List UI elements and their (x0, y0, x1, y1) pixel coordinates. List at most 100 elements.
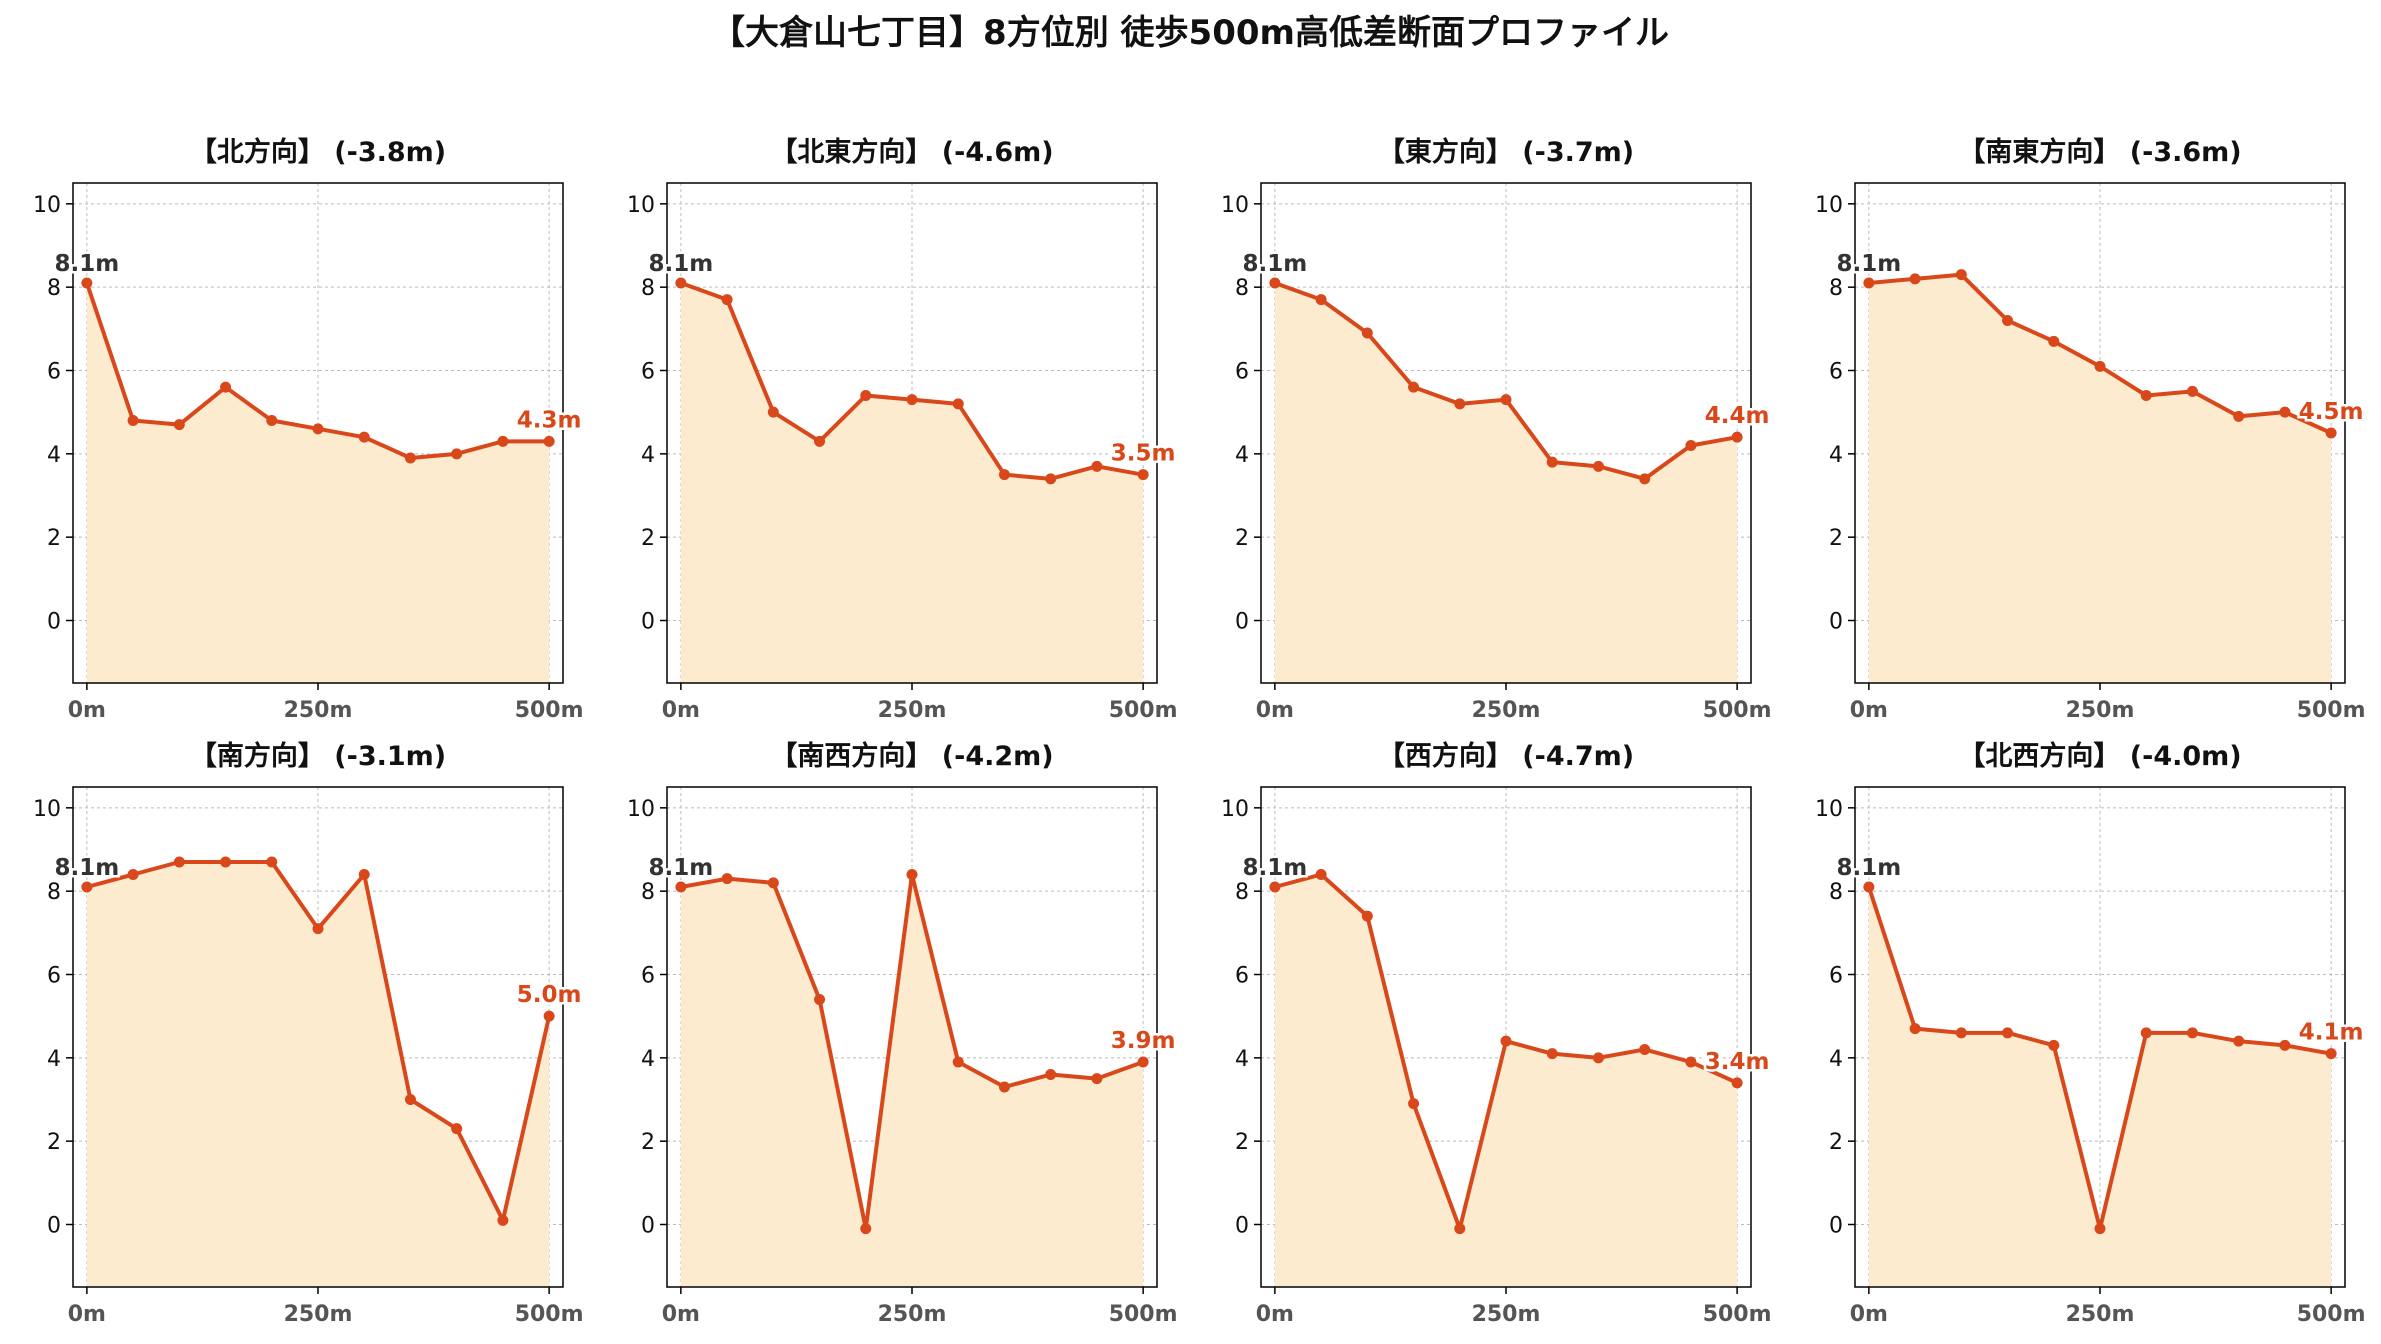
y-tick-label: 4 (641, 1047, 655, 1072)
data-point (1592, 1052, 1604, 1064)
data-point (543, 1010, 555, 1022)
data-point (173, 419, 185, 431)
end-value-label: 4.4m (1705, 403, 1770, 429)
end-value-label: 4.3m (517, 407, 582, 433)
x-tick-label: 0m (1256, 1302, 1294, 1327)
data-point (1361, 910, 1373, 922)
data-point (1685, 440, 1697, 451)
area-fill (1868, 887, 2332, 1287)
area-fill (680, 874, 1144, 1287)
x-tick-label: 250m (1472, 698, 1541, 723)
y-tick-label: 0 (47, 610, 61, 635)
data-point (543, 435, 555, 447)
area-fill (1274, 283, 1738, 683)
data-point (451, 1123, 463, 1135)
y-tick-label: 8 (641, 276, 655, 301)
end-value-label: 3.4m (1705, 1049, 1770, 1075)
panel-title: 【北西方向】 (-4.0m) (1958, 740, 2241, 772)
panel-6: 【西方向】 (-4.7m) 0 2 4 6 8 10 0m 250m 500m 8.1m 3.4m (1221, 740, 1772, 1327)
data-point (952, 1056, 964, 1068)
start-value-label: 8.1m (1243, 251, 1308, 277)
data-point (1454, 398, 1466, 410)
y-tick-label: 2 (1235, 1130, 1249, 1155)
x-tick-label: 0m (1850, 1302, 1888, 1327)
data-point (1863, 277, 1875, 289)
x-tick-label: 500m (1703, 1302, 1772, 1327)
y-tick-label: 10 (1221, 193, 1249, 218)
data-point (1500, 394, 1512, 406)
y-tick-label: 6 (1829, 964, 1843, 989)
data-point (2140, 1027, 2152, 1039)
start-value-label: 8.1m (1837, 251, 1902, 277)
panel-2: 【東方向】 (-3.7m) 0 2 4 6 8 10 0m 250m 500m 8.1m 4.4m (1221, 136, 1772, 723)
data-point (2186, 1027, 2198, 1039)
area-fill (1274, 874, 1738, 1287)
data-point (220, 856, 232, 868)
y-tick-label: 4 (47, 443, 61, 468)
area-fill (680, 283, 1144, 683)
data-point (1091, 460, 1103, 472)
data-point (1408, 1098, 1420, 1110)
data-point (358, 869, 370, 880)
data-point (497, 1214, 509, 1226)
end-value-label: 3.5m (1111, 441, 1176, 467)
y-tick-label: 8 (1829, 880, 1843, 905)
y-tick-label: 6 (47, 964, 61, 989)
data-point (497, 435, 509, 447)
data-point (1685, 1056, 1697, 1068)
y-tick-label: 6 (1235, 360, 1249, 385)
data-point (2140, 390, 2152, 401)
data-point (1137, 469, 1149, 481)
data-point (998, 1081, 1010, 1093)
data-point (1137, 1056, 1149, 1068)
data-point (2048, 1039, 2060, 1051)
y-tick-label: 0 (641, 610, 655, 635)
data-point (1361, 327, 1373, 339)
panel-0: 【北方向】 (-3.8m) 0 2 4 6 8 10 0m 250m 500m 8.1m 4.3m (33, 136, 584, 723)
data-point (1454, 1223, 1466, 1235)
y-tick-label: 0 (1829, 610, 1843, 635)
x-tick-label: 0m (662, 1302, 700, 1327)
start-value-label: 8.1m (1837, 855, 1902, 881)
data-point (1955, 269, 1967, 281)
y-tick-label: 8 (641, 880, 655, 905)
y-tick-label: 10 (1221, 797, 1249, 822)
data-point (451, 448, 463, 460)
x-tick-label: 0m (1850, 698, 1888, 723)
panel-title: 【南東方向】 (-3.6m) (1958, 136, 2241, 168)
data-point (1045, 473, 1057, 485)
start-value-label: 8.1m (55, 251, 120, 277)
x-tick-label: 250m (878, 1302, 947, 1327)
y-tick-label: 0 (1235, 1214, 1249, 1239)
data-point (1546, 1048, 1558, 1060)
data-point (767, 406, 779, 418)
y-tick-label: 4 (1829, 1047, 1843, 1072)
y-tick-label: 2 (1235, 526, 1249, 551)
y-tick-label: 10 (33, 797, 61, 822)
data-point (2279, 406, 2291, 418)
data-point (721, 294, 733, 306)
y-tick-label: 0 (1829, 1214, 1843, 1239)
panel-title: 【東方向】 (-3.7m) (1378, 136, 1634, 168)
data-point (2094, 360, 2106, 372)
data-point (767, 877, 779, 889)
y-tick-label: 10 (1815, 797, 1843, 822)
panel-title: 【南西方向】 (-4.2m) (770, 740, 1053, 772)
start-value-label: 8.1m (649, 855, 714, 881)
y-tick-label: 4 (641, 443, 655, 468)
data-point (2002, 1027, 2014, 1039)
x-tick-label: 0m (1256, 698, 1294, 723)
data-point (1639, 473, 1651, 485)
data-point (312, 423, 324, 435)
x-tick-label: 500m (515, 1302, 584, 1327)
data-point (1546, 456, 1558, 468)
y-tick-label: 8 (47, 276, 61, 301)
y-tick-label: 0 (641, 1214, 655, 1239)
data-point (998, 469, 1010, 481)
data-point (312, 923, 324, 935)
data-point (1091, 1073, 1103, 1085)
data-point (404, 1094, 416, 1105)
